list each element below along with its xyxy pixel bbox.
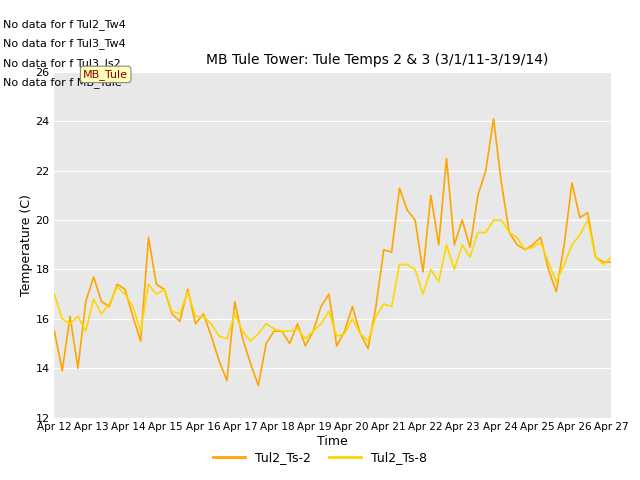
Tul2_Ts-8 [412, 266, 419, 272]
Text: No data for f Tul3_Is2: No data for f Tul3_Is2 [3, 58, 121, 69]
Tul2_Ts-2 [51, 328, 58, 334]
Tul2_Ts-2 [372, 304, 380, 310]
Tul2_Ts-8 [372, 313, 380, 319]
Tul2_Ts-8 [607, 254, 615, 260]
Text: No data for f Tul2_Tw4: No data for f Tul2_Tw4 [3, 19, 126, 30]
Tul2_Ts-2 [239, 336, 246, 341]
Tul2_Ts-8 [239, 328, 246, 334]
Tul2_Ts-8 [576, 232, 584, 238]
Tul2_Ts-2 [412, 217, 419, 223]
Text: MB_Tule: MB_Tule [83, 69, 128, 80]
X-axis label: Time: Time [317, 435, 348, 448]
Tul2_Ts-2 [255, 383, 262, 388]
Line: Tul2_Ts-2: Tul2_Ts-2 [54, 119, 611, 385]
Tul2_Ts-8 [51, 291, 58, 297]
Tul2_Ts-2 [607, 259, 615, 265]
Tul2_Ts-8 [490, 217, 497, 223]
Text: No data for f Tul3_Tw4: No data for f Tul3_Tw4 [3, 38, 126, 49]
Y-axis label: Temperature (C): Temperature (C) [19, 194, 33, 296]
Tul2_Ts-8 [246, 338, 254, 344]
Tul2_Ts-2 [576, 215, 584, 220]
Text: No data for f MB_Tule: No data for f MB_Tule [3, 77, 122, 88]
Tul2_Ts-2 [490, 116, 497, 122]
Line: Tul2_Ts-8: Tul2_Ts-8 [54, 220, 611, 341]
Tul2_Ts-8 [129, 304, 137, 310]
Legend: Tul2_Ts-2, Tul2_Ts-8: Tul2_Ts-2, Tul2_Ts-8 [209, 446, 431, 469]
Tul2_Ts-2 [129, 313, 137, 319]
Title: MB Tule Tower: Tule Temps 2 & 3 (3/1/11-3/19/14): MB Tule Tower: Tule Temps 2 & 3 (3/1/11-… [206, 53, 548, 67]
Tul2_Ts-2 [435, 242, 442, 248]
Tul2_Ts-8 [435, 279, 442, 285]
